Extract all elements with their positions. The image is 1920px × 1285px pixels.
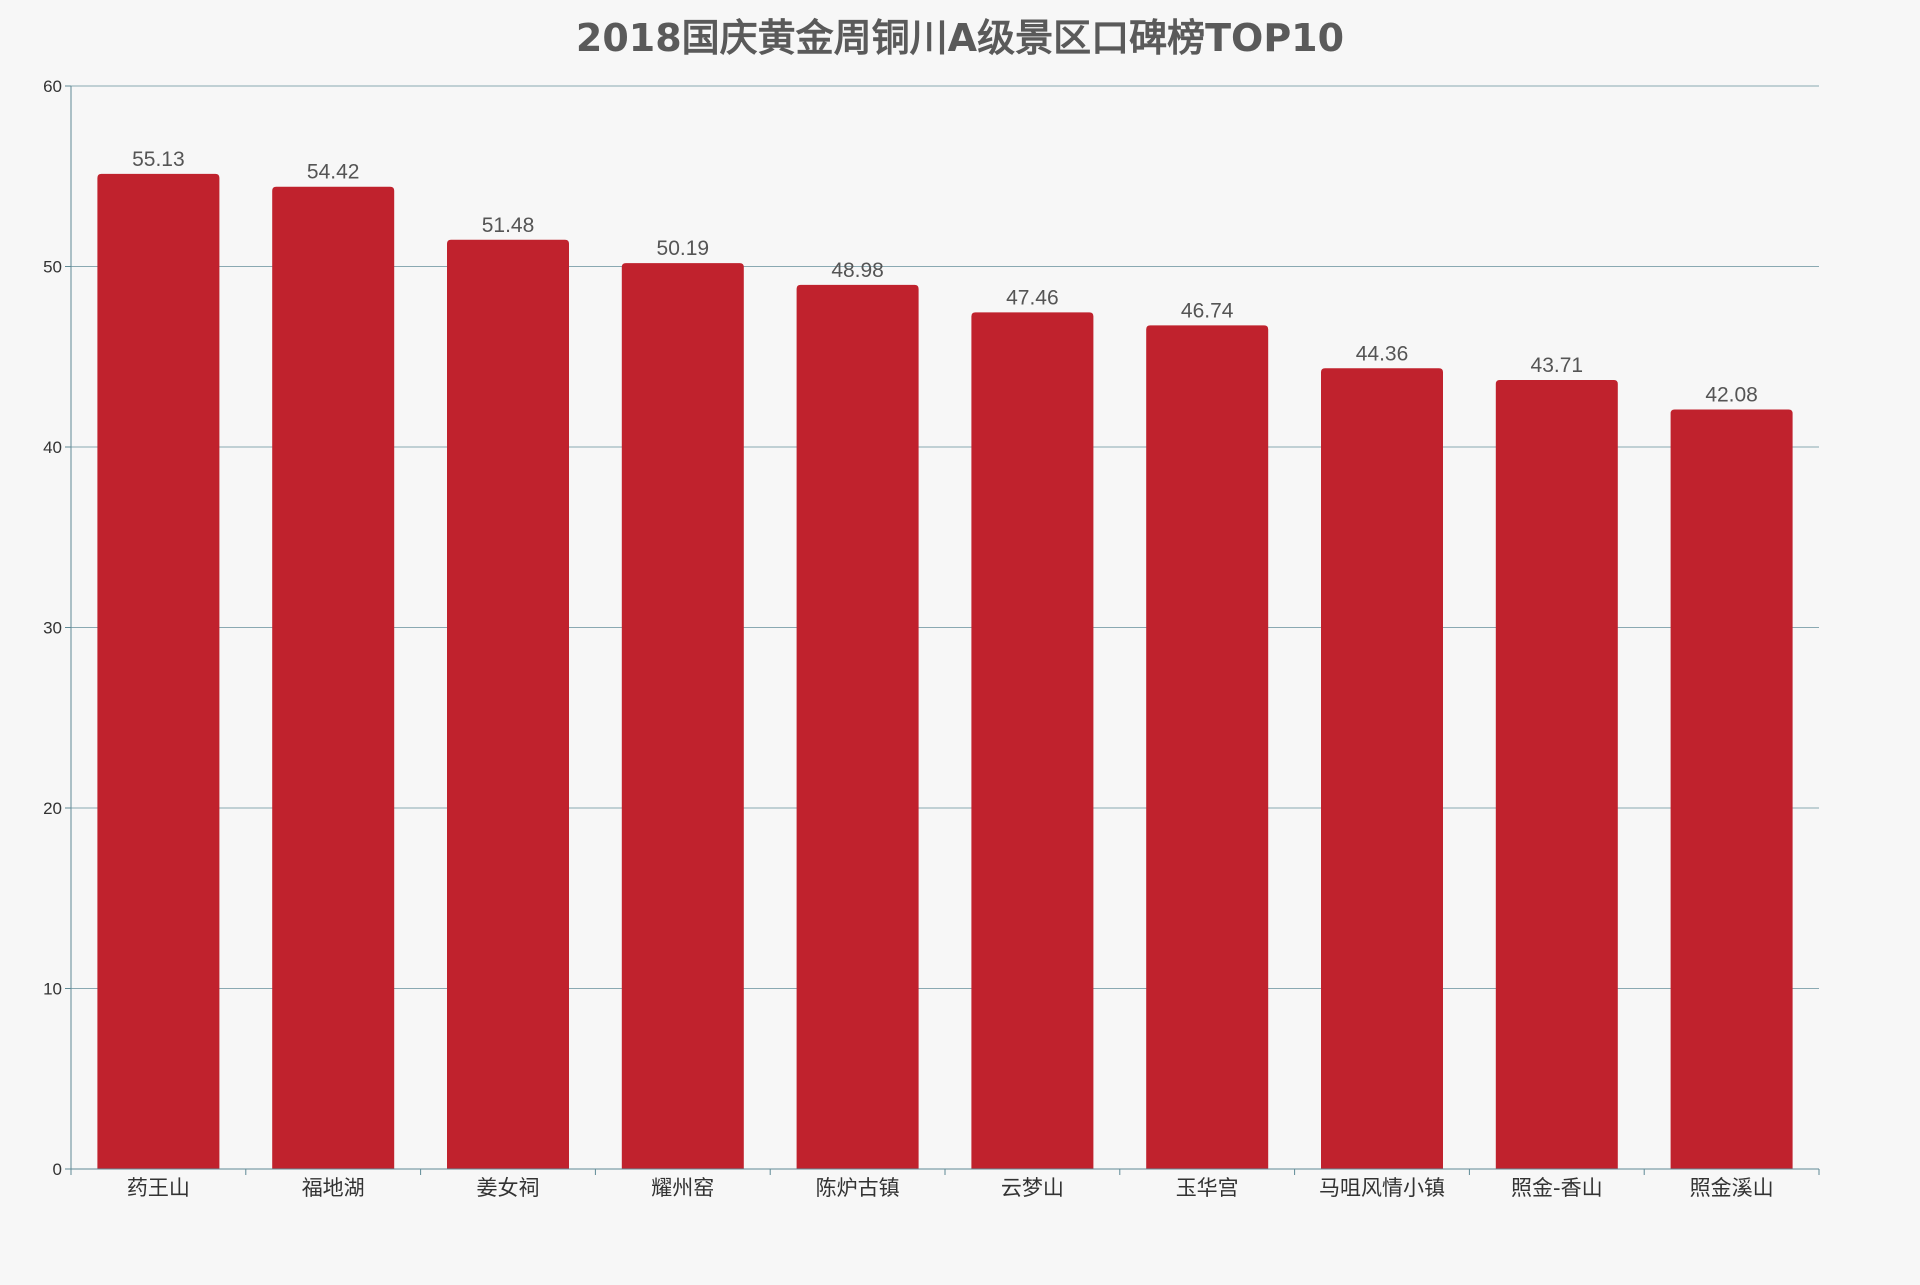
x-tick-label: 玉华宫 [1176,1176,1239,1200]
data-label: 50.19 [657,237,710,260]
bar [97,173,220,1169]
data-label: 55.13 [132,148,185,171]
bar [1495,380,1618,1169]
y-tick-label: 60 [43,77,62,96]
y-tick-label: 20 [43,799,62,818]
bar [1321,368,1443,1169]
bar [621,263,744,1169]
x-tick-label: 姜女祠 [477,1176,540,1200]
data-label: 43.71 [1531,354,1584,377]
bar [272,186,395,1169]
x-tick-label: 照金溪山 [1690,1176,1774,1200]
x-tick-label: 陈炉古镇 [816,1176,900,1200]
x-tick-label: 云梦山 [1001,1176,1064,1200]
x-tick-label: 照金-香山 [1511,1176,1603,1200]
x-tick-label: 马咀风情小镇 [1319,1176,1445,1200]
y-tick-label: 50 [43,258,62,277]
y-tick-label: 0 [53,1160,62,1179]
bars [97,173,1793,1169]
bar [1146,325,1269,1169]
data-label: 48.98 [831,259,884,282]
data-label: 54.42 [307,161,360,184]
bar [1670,409,1793,1169]
data-label: 47.46 [1006,286,1059,309]
bar [447,239,569,1169]
x-tick-label: 福地湖 [302,1176,365,1200]
y-tick-label: 30 [43,619,62,638]
data-label: 46.74 [1181,299,1234,322]
chart-title: 2018国庆黄金周铜川A级景区口碑榜TOP10 [576,16,1344,60]
x-tick-label: 药王山 [127,1176,190,1200]
labels: 0 10 20 30 40 50 60 55.13 药王山 54.42 福地湖 51.48 姜女祠 50.… [43,77,1774,1200]
x-tick-label: 耀州窑 [651,1176,714,1200]
bar [971,312,1094,1169]
axes [65,85,1820,1175]
data-label: 44.36 [1356,342,1409,365]
bar [796,284,919,1169]
y-tick-label: 40 [43,438,62,457]
y-tick-label: 10 [43,980,62,999]
data-label: 42.08 [1705,383,1758,406]
data-label: 51.48 [482,214,535,237]
